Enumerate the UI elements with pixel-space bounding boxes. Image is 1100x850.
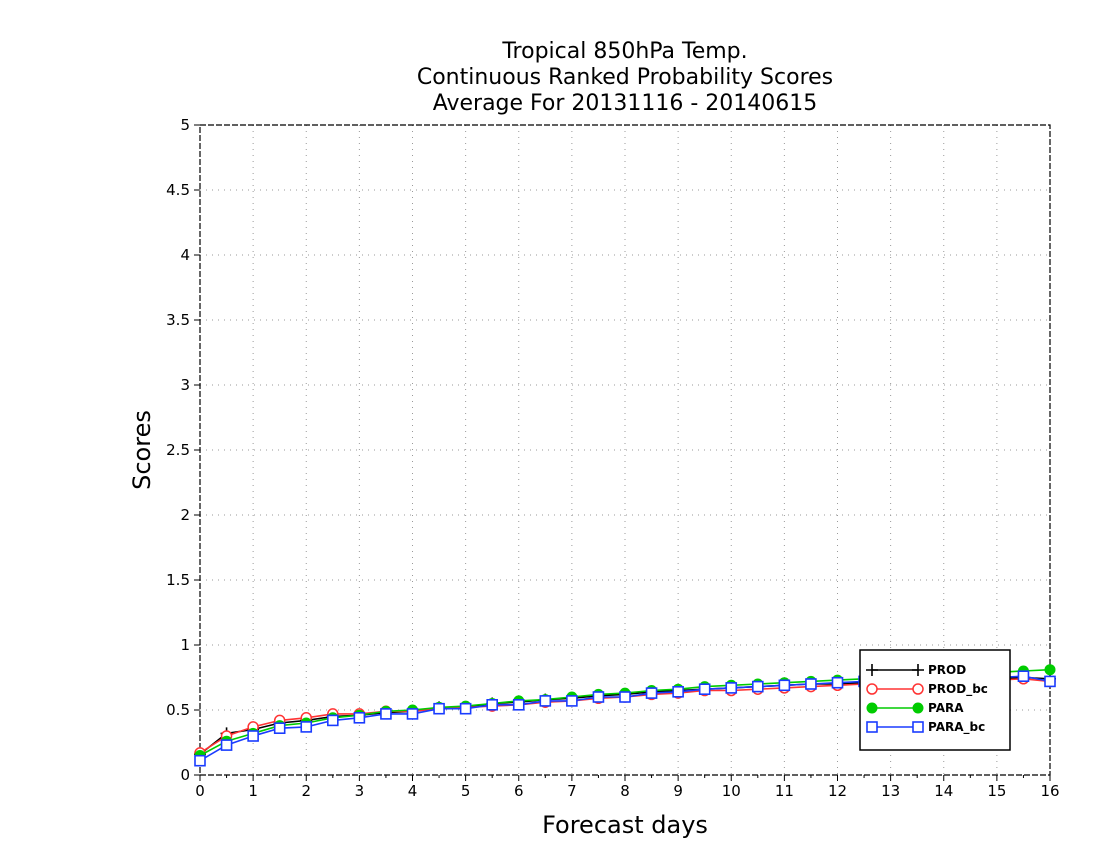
legend-label-para-bc: PARA_bc (928, 720, 985, 735)
x-tick-label: 1 (248, 782, 258, 800)
title-line-3: Average For 20131116 - 20140615 (433, 91, 818, 116)
y-tick-label: 2 (180, 506, 190, 524)
x-tick-label: 7 (567, 782, 577, 800)
y-tick-label: 2.5 (166, 441, 190, 459)
y-axis-label: Scores (128, 410, 156, 490)
x-tick-label: 15 (987, 782, 1006, 800)
y-tick-label: 4 (180, 246, 190, 264)
x-tick-label: 10 (722, 782, 741, 800)
data-point-para-bc (592, 691, 605, 703)
x-tick-label: 8 (620, 782, 630, 800)
title-line-1: Tropical 850hPa Temp. (501, 39, 747, 64)
title-line-2: Continuous Ranked Probability Scores (417, 65, 833, 90)
data-point-para-bc (539, 695, 552, 707)
legend-item-prod-bc: PROD_bc (866, 682, 988, 697)
data-point-para-bc (327, 714, 339, 727)
x-tick-label: 5 (461, 782, 471, 800)
data-point-para-bc (831, 676, 844, 689)
data-point-para-bc (273, 722, 286, 735)
legend-marker-para-bc (866, 721, 878, 733)
legend-marker-para-bc (912, 721, 924, 733)
data-point-para-bc (1044, 675, 1056, 688)
data-point-para-bc (1017, 670, 1030, 683)
data-point-para-bc (406, 708, 419, 720)
x-axis-label: Forecast days (542, 811, 708, 839)
y-tick-label: 1 (180, 636, 190, 654)
y-tick-label: 3 (180, 376, 190, 394)
x-tick-label: 6 (514, 782, 524, 800)
data-point-para-bc (619, 691, 631, 703)
data-point-para-bc (752, 680, 764, 693)
data-point-para-bc (459, 702, 472, 715)
legend-item-para-bc: PARA_bc (866, 720, 985, 735)
chart-title: Tropical 850hPa Temp. Continuous Ranked … (417, 39, 833, 116)
legend-label-para: PARA (928, 701, 964, 715)
y-tick-label: 1.5 (166, 571, 190, 589)
legend-marker-para (912, 702, 924, 714)
data-point-para-bc (805, 678, 817, 690)
data-point-para-bc (672, 685, 684, 698)
x-tick-label: 0 (195, 782, 205, 800)
data-point-para-bc (512, 698, 525, 711)
x-tick-label: 16 (1040, 782, 1059, 800)
data-point-para-bc (247, 730, 259, 742)
x-tick-label: 4 (408, 782, 418, 800)
data-point-para-bc (566, 695, 578, 707)
data-point-para-bc (486, 698, 498, 711)
legend-marker-prod (912, 664, 924, 676)
legend-label-prod-bc: PROD_bc (928, 682, 988, 697)
x-tick-label: 11 (775, 782, 794, 800)
x-tick-label: 12 (828, 782, 847, 800)
data-point-para-bc (433, 702, 445, 715)
legend-marker-prod-bc (866, 683, 878, 695)
data-point-para-bc (645, 687, 658, 699)
y-tick-label: 3.5 (166, 311, 190, 329)
legend-marker-prod (866, 664, 878, 676)
x-tick-label: 3 (355, 782, 365, 800)
legend-item-para: PARA (866, 701, 964, 715)
legend-box (859, 649, 1011, 751)
data-point-para-bc (194, 754, 206, 767)
data-point-para-bc (220, 739, 233, 751)
legend-item-prod: PROD (866, 663, 966, 677)
data-point-para-bc (300, 721, 313, 733)
y-tick-label: 4.5 (166, 181, 190, 199)
x-tick-label: 13 (881, 782, 900, 800)
y-tick-label: 0 (180, 766, 190, 784)
legend-label-prod: PROD (928, 663, 966, 677)
x-tick-label: 9 (673, 782, 683, 800)
legend-marker-para (866, 702, 878, 714)
legend-marker-prod-bc (912, 683, 924, 695)
data-point-para (1044, 664, 1056, 676)
axis-ticks: 0 1 2 3 4 5 6 7 8 9 10 11 12 13 14 15 1600.511.522.533.5… (166, 116, 1059, 800)
x-tick-label: 2 (301, 782, 311, 800)
y-tick-label: 5 (180, 116, 190, 134)
legend: PROD PROD_bc PARA PARA_bc (859, 649, 1011, 751)
y-tick-label: 0.5 (166, 701, 190, 719)
data-point-para-bc (698, 683, 711, 696)
data-point-para-bc (353, 711, 366, 724)
data-point-para-bc (778, 679, 791, 692)
data-point-para-bc (380, 708, 392, 720)
data-point-para-bc (725, 682, 738, 694)
x-tick-label: 14 (934, 782, 953, 800)
